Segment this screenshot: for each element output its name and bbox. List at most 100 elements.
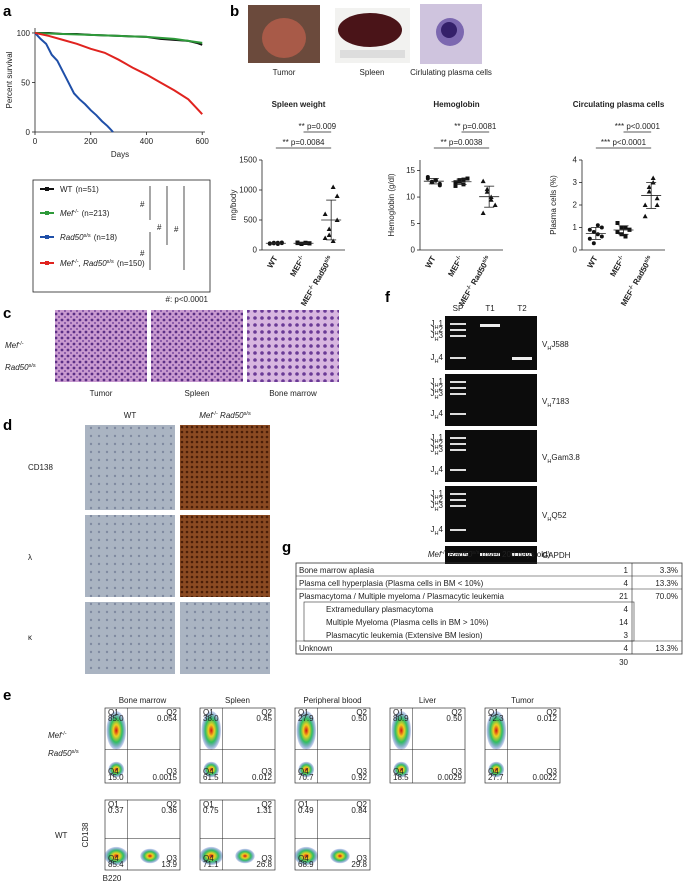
text-part: 7183: [551, 397, 569, 406]
y-tick-label: 0: [253, 246, 258, 255]
marker-label: JH4: [431, 525, 444, 537]
histology-tumor: [55, 310, 147, 382]
quadrant-value: 68.9: [298, 860, 314, 869]
text-part: s/s: [472, 550, 479, 556]
text-part: 3: [439, 389, 444, 398]
gel-band: [512, 357, 532, 360]
text-part: MEF: [299, 288, 315, 307]
marker-label: JH3: [431, 331, 444, 343]
data-point: [642, 202, 648, 207]
legend-marker: [45, 261, 49, 265]
flow-y-label: CD138: [81, 822, 90, 847]
survival-curve: [34, 32, 114, 133]
data-point: [433, 178, 438, 183]
gel-band: [450, 387, 466, 389]
text-part: H: [435, 395, 439, 401]
gel-band: [450, 393, 466, 395]
p-value: ** p=0.009: [299, 122, 337, 131]
text-part: WT: [266, 254, 280, 269]
text-part: 4: [439, 353, 444, 362]
lane-label: T2: [517, 304, 527, 313]
data-point: [615, 221, 620, 225]
row-label: Mef-/-: [48, 731, 67, 740]
table-cell: 4: [624, 605, 629, 614]
data-point: [595, 223, 600, 228]
gel-band: [450, 381, 466, 383]
chart-title: Spleen weight: [272, 100, 326, 109]
tissue-title: Tumor: [511, 696, 534, 705]
stain-label: λ: [28, 553, 32, 562]
photo-label: Cirlulating plasma cells: [410, 68, 492, 77]
gel-band: [512, 553, 532, 556]
gel-band: [450, 505, 466, 507]
text-part: WT: [60, 185, 73, 194]
data-point: [599, 225, 604, 230]
data-point: [591, 230, 596, 234]
data-point: [295, 240, 300, 245]
y-axis-label: Plasma cells (%): [549, 175, 558, 235]
table-cell: Plasmacytic leukemia (Extensive BM lesio…: [326, 631, 483, 640]
data-point: [595, 232, 600, 237]
y-tick-label: 15: [406, 166, 415, 175]
y-axis-label: Percent survival: [5, 51, 14, 108]
text-part: MEF: [619, 288, 635, 307]
table-border: [295, 562, 683, 655]
marker-label: JH3: [431, 445, 444, 457]
data-point: [437, 183, 442, 188]
data-point: [654, 202, 660, 207]
table-cell: 3.3%: [660, 566, 678, 575]
group-label: MEF-/-: [608, 254, 627, 278]
data-point: [615, 230, 620, 234]
spleen-photo-ruler: [340, 50, 405, 58]
gene-label: VH7183: [542, 397, 570, 409]
table-title: Mef-/- Rad50s/s (over 200 days old): [428, 550, 551, 559]
gene-label: VHGam3.8: [542, 453, 580, 465]
flow-density: [203, 761, 220, 778]
flow-density: [391, 711, 411, 750]
y-tick-label: 0: [411, 246, 416, 255]
flow-x-label: B220: [103, 874, 122, 883]
text-part: H: [435, 383, 439, 389]
text-part: s/s: [481, 255, 490, 265]
text-part: 2: [439, 439, 444, 448]
quadrant-value: 0.45: [256, 714, 272, 723]
text-part: J: [431, 501, 435, 510]
text-part: Mef: [428, 550, 442, 559]
x-axis-label: Days: [111, 150, 129, 159]
group-label: MEF-/-: [446, 254, 465, 278]
quadrant-name: Q4: [298, 854, 309, 863]
text-part: J: [431, 331, 435, 340]
text-part: -/-: [213, 411, 218, 417]
quadrant-name: Q1: [203, 708, 214, 717]
text-part: WT: [424, 254, 438, 269]
text-part: , Rad50: [79, 259, 108, 268]
y-tick-label: 1500: [239, 156, 257, 165]
quadrant-value: 0.0022: [533, 773, 558, 782]
gel-band: [450, 493, 466, 495]
data-point: [480, 210, 486, 215]
y-axis-label: mg/body: [229, 190, 238, 221]
p-value: ** p=0.0084: [282, 138, 325, 147]
spleen-photo-organ: [338, 13, 402, 47]
gel-band: [448, 553, 468, 556]
legend-label: Mef-/- (n=213): [60, 209, 110, 218]
text-part: H: [547, 403, 551, 409]
text-part: J: [431, 465, 435, 474]
data-point: [334, 193, 340, 198]
data-point: [326, 226, 332, 231]
quadrant-value: 15.0: [108, 773, 124, 782]
text-part: -/-: [307, 284, 315, 292]
text-part: H: [435, 359, 439, 365]
marker-label: JH2: [431, 439, 444, 451]
group-label: MEF-/-: [288, 254, 307, 278]
y-tick-label: 1: [573, 223, 578, 232]
legend-marker: [45, 211, 49, 215]
text-part: s/s: [323, 255, 332, 265]
quadrant-name: Q3: [261, 767, 272, 776]
text-part: J: [431, 433, 435, 442]
table-cell: 21: [619, 592, 628, 601]
flow-density: [106, 711, 126, 750]
data-point: [322, 211, 328, 216]
tissue-title: Peripheral blood: [303, 696, 361, 705]
column-label: WT: [124, 411, 137, 420]
